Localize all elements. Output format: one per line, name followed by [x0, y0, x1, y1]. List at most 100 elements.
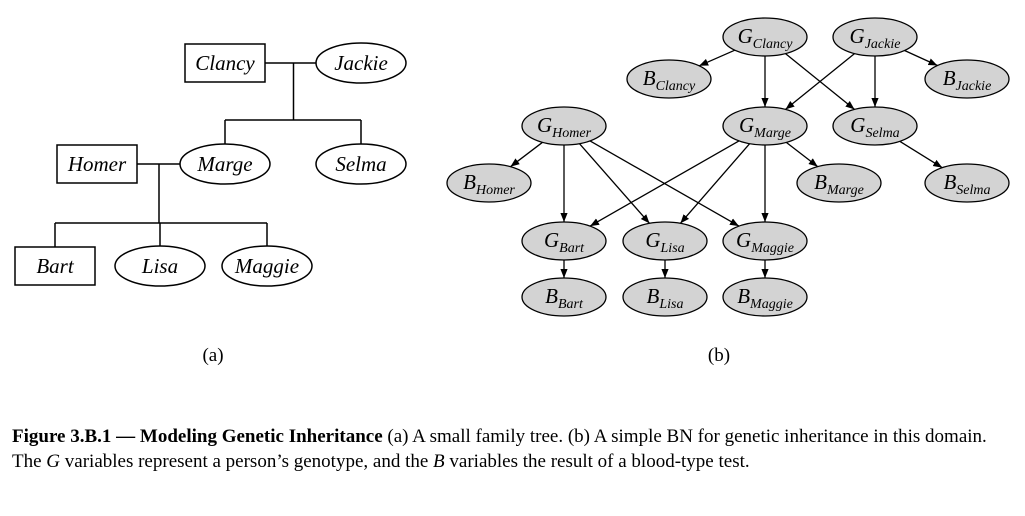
person-name: Jackie [334, 51, 388, 75]
edge-g_jackie-to-g_marge [785, 53, 855, 110]
bn-node-person: Bart [559, 241, 585, 256]
bn-node-person: Bart [558, 297, 584, 312]
bn-node-label: GMaggie [736, 228, 794, 256]
bn-node-variable: B [943, 170, 956, 194]
bn-node-variable: G [736, 228, 751, 252]
bn-node-g_homer: GHomer [521, 106, 607, 146]
bn-node-ellipse [622, 221, 708, 261]
person-box [184, 43, 266, 83]
bn-node-ellipse [446, 163, 532, 203]
bn-node-person: Marge [826, 183, 864, 198]
caption-title: Figure 3.B.1 — Modeling Genetic Inherita… [12, 426, 383, 447]
bn-node-person: Selma [956, 183, 990, 198]
bn-node-variable: B [943, 66, 956, 90]
bn-node-b_homer: BHomer [446, 163, 532, 203]
edge-g_marge-to-g_lisa [679, 143, 751, 224]
bn-node-person: Maggie [749, 297, 793, 312]
bn-node-ellipse [626, 59, 712, 99]
bn-node-person: Marge [753, 126, 791, 141]
bn-node-variable: B [647, 284, 660, 308]
panel-b-label: (b) [708, 345, 730, 366]
person-node-jackie: Jackie [315, 42, 407, 84]
bn-node-b_bart: BBart [521, 277, 607, 317]
bn-node-g_jackie: GJackie [832, 17, 918, 57]
bn-node-ellipse [722, 277, 808, 317]
bn-node-variable: B [545, 284, 558, 308]
bn-node-person: Maggie [750, 241, 794, 256]
bn-node-person: Homer [551, 126, 591, 141]
bn-node-g_clancy: GClancy [722, 17, 808, 57]
bn-node-label: BClancy [643, 66, 696, 94]
bn-node-g_maggie: GMaggie [722, 221, 808, 261]
person-ellipse [179, 143, 271, 185]
bn-node-variable: B [737, 284, 750, 308]
edge-g_homer-to-g_lisa [579, 143, 650, 224]
caption-text-3: variables the result of a blood-type tes… [444, 451, 750, 472]
bn-node-person: Lisa [660, 241, 685, 256]
edge-g_jackie-to-b_jackie [904, 49, 938, 67]
person-ellipse [315, 143, 407, 185]
bn-node-person: Lisa [658, 297, 683, 312]
person-box [56, 144, 138, 184]
figure-caption: Figure 3.B.1 — Modeling Genetic Inherita… [12, 424, 1012, 474]
figure-canvas: Clancy Jackie Homer Marge Selma Bart Lisa Maggi… [14, 17, 1010, 366]
bn-node-person: Clancy [753, 37, 793, 52]
bn-node-variable: B [643, 66, 656, 90]
bn-node-label: BJackie [943, 66, 992, 94]
person-node-lisa: Lisa [114, 245, 206, 287]
bn-node-label: BBart [545, 284, 584, 312]
bn-node-label: GSelma [850, 113, 899, 141]
edge-g_homer-to-b_homer [510, 141, 543, 168]
caption-text-2: variables represent a person’s genotype,… [60, 451, 434, 472]
bn-node-g_bart: GBart [521, 221, 607, 261]
edge-g_marge-to-g_bart [589, 140, 740, 227]
bn-node-ellipse [521, 221, 607, 261]
caption-text-1: (a) A small family tree. (b) A simple BN… [12, 426, 987, 472]
bn-node-label: GJackie [850, 24, 901, 52]
person-node-bart: Bart [14, 246, 96, 286]
bn-node-ellipse [722, 106, 808, 146]
person-node-maggie: Maggie [221, 245, 313, 287]
person-ellipse [315, 42, 407, 84]
bn-node-ellipse [722, 17, 808, 57]
bn-node-ellipse [722, 221, 808, 261]
person-name: Maggie [234, 254, 299, 278]
bn-node-b_marge: BMarge [796, 163, 882, 203]
bn-node-person: Homer [475, 183, 515, 198]
bn-node-b_lisa: BLisa [622, 277, 708, 317]
person-name: Marge [196, 152, 252, 176]
bn-node-variable: G [645, 228, 660, 252]
bn-node-person: Jackie [956, 79, 992, 94]
person-ellipse [114, 245, 206, 287]
bn-node-ellipse [924, 59, 1010, 99]
bn-node-g_marge: GMarge [722, 106, 808, 146]
bn-node-g_selma: GSelma [832, 106, 918, 146]
bn-node-label: BMarge [814, 170, 864, 198]
bn-node-person: Selma [865, 126, 899, 141]
bn-node-person: Clancy [656, 79, 696, 94]
person-node-selma: Selma [315, 143, 407, 185]
bn-node-b_selma: BSelma [924, 163, 1010, 203]
person-box [14, 246, 96, 286]
person-node-clancy: Clancy [184, 43, 266, 83]
bn-node-variable: G [850, 24, 865, 48]
bn-node-label: GHomer [537, 113, 592, 141]
bn-node-variable: B [814, 170, 827, 194]
bn-node-label: BLisa [647, 284, 684, 312]
bn-node-person: Jackie [865, 37, 901, 52]
bn-node-b_jackie: BJackie [924, 59, 1010, 99]
caption-var-g: G [46, 451, 61, 472]
bn-node-ellipse [521, 277, 607, 317]
panel-a-label: (a) [202, 345, 223, 366]
bn-node-ellipse [832, 106, 918, 146]
bn-node-label: BSelma [943, 170, 990, 198]
bn-node-label: BMaggie [737, 284, 793, 312]
bn-node-label: GMarge [739, 113, 791, 141]
bn-node-ellipse [521, 106, 607, 146]
bn-node-variable: G [739, 113, 754, 137]
bn-node-label: GLisa [645, 228, 684, 256]
person-node-homer: Homer [56, 144, 138, 184]
family-tree-panel: Clancy Jackie Homer Marge Selma Bart Lisa Maggi… [14, 42, 407, 287]
bn-node-b_clancy: BClancy [626, 59, 712, 99]
